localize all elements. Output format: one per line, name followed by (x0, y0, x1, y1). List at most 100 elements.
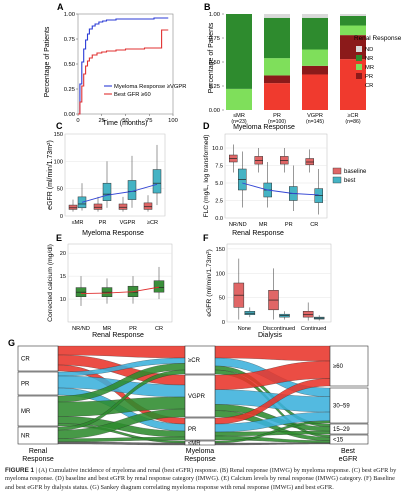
panel-d: D FLC (mg/L, log transformed) Renal Resp… (203, 121, 367, 237)
sankey-right-title: Best eGFR (339, 448, 358, 463)
legend-swatch (356, 46, 362, 52)
legend-label: ND (365, 47, 373, 53)
sankey-mid-node-label: VGPR (188, 394, 206, 400)
x-tick-label: None (238, 326, 251, 332)
legend-title: Renal Response (354, 35, 402, 42)
panel-e-ylabel: Corrected calcium (mg/dl) (47, 244, 54, 322)
sankey-mid-node (184, 440, 216, 446)
legend-swatch (356, 73, 362, 79)
y-tick-label: 0 (60, 214, 63, 220)
sankey-right-node (329, 387, 369, 424)
x-tick-label: 50 (122, 118, 128, 124)
legend-label: PR (365, 74, 373, 80)
trend-line (80, 286, 160, 295)
y-tick-label: 150 (216, 247, 225, 253)
bar-segment-pr (302, 65, 328, 75)
legend-swatch (356, 55, 362, 61)
category-count: (n=86) (345, 119, 360, 125)
y-tick-label: 0.00 (209, 108, 220, 114)
sankey-right-node-label: 30–59 (333, 404, 350, 410)
y-tick-label: 100 (216, 271, 225, 277)
bar-segment-mr (264, 58, 290, 76)
category-label: VGPR (307, 113, 323, 119)
panel-f-plot-area (226, 243, 332, 323)
x-tick-label: MR (103, 326, 112, 332)
panel-e-xlabel: Renal Response (92, 332, 144, 339)
panel-f-ylabel: eGFR (ml/min/1.73m²) (206, 249, 213, 317)
box-best (77, 196, 87, 209)
box-baseline (302, 311, 314, 318)
x-tick-label: 0 (76, 118, 79, 124)
panel-e: E Corrected calcium (mg/dl) Renal Respon… (47, 233, 173, 339)
sankey-mid-node (184, 417, 216, 441)
y-tick-label: 0.50 (209, 60, 220, 66)
box-baseline (118, 203, 128, 210)
y-tick-label: 0.75 (64, 37, 75, 43)
x-tick-label: PR (129, 326, 137, 332)
trend-line (242, 182, 319, 196)
panel-letter-a: A (57, 2, 64, 12)
sankey-mid-node-label: PR (188, 427, 197, 433)
panel-d-xlabel: Renal Response (232, 230, 284, 237)
bar-segment-cr (340, 59, 366, 110)
panel-letter-e: E (56, 233, 62, 243)
legend-swatch (332, 176, 342, 184)
caption-text: (A) Cumulative incidence of myeloma and … (5, 467, 397, 491)
sankey-left-node (17, 426, 59, 445)
bar-segment-cr (302, 74, 328, 110)
x-tick-label: PR (285, 222, 293, 228)
panel-a-ylabel: Percentage of Patients (44, 26, 51, 97)
y-tick-label: 50 (57, 187, 63, 193)
sankey-left-node-label: CR (21, 357, 30, 363)
panel-a: A Percentage of Patients Time (months) 0… (44, 2, 186, 127)
y-tick-label: 0.0 (215, 216, 223, 222)
box-baseline (93, 203, 103, 210)
panel-letter-f: F (203, 233, 209, 243)
y-tick-label: 2.5 (215, 199, 223, 205)
category-label: PR (273, 113, 281, 119)
bar-segment-mr (302, 49, 328, 66)
panel-c-ylabel: eGFR (ml/min/1.73m²) (47, 140, 54, 210)
figure-caption: FIGURE 1 | (A) Cumulative incidence of m… (5, 467, 403, 492)
bar-segment-nr (302, 17, 328, 50)
y-tick-label: 10 (60, 297, 66, 303)
x-tick-label: NR/ND (229, 222, 247, 228)
box-baseline (143, 202, 153, 210)
y-tick-label: 15 (60, 274, 66, 280)
sankey-mid-node (184, 374, 216, 418)
x-tick-label: Continued (301, 326, 327, 332)
panel-c-xlabel: Myeloma Response (82, 230, 144, 237)
panel-f: F eGFR (ml/min/1.73m²) Dialysis 0 50 100 15… (203, 233, 332, 339)
category-count: (n=145) (306, 119, 324, 125)
panel-b: B Percentage of Patients Myeloma Respons… (204, 2, 402, 131)
x-tick-label: ≤MR (72, 220, 84, 226)
y-tick-label: 0.25 (64, 87, 75, 93)
y-tick-label: 20 (60, 251, 66, 257)
sankey-left-title: Renal Response (22, 448, 54, 463)
x-tick-label: ≥CR (147, 220, 158, 226)
category-label: ≥CR (347, 113, 358, 119)
category-count: (n=23) (231, 119, 246, 125)
legend-swatch (332, 167, 342, 175)
y-tick-label: 150 (54, 132, 63, 138)
sankey-right-node (329, 423, 369, 435)
sankey-right-node (329, 345, 369, 387)
bar-segment-nr (340, 15, 366, 26)
panel-f-xlabel: Dialysis (258, 332, 283, 339)
y-tick-label: 7.5 (215, 164, 223, 170)
bar-segment-pr (264, 75, 290, 84)
sankey-link-right (214, 345, 331, 362)
sankey-left-node-label: MR (21, 409, 31, 415)
sankey-mid-title: Myeloma Response (184, 448, 216, 463)
legend-label: MR (365, 65, 374, 71)
category-label: ≤MR (233, 113, 245, 119)
legend-label: best (344, 178, 356, 184)
x-tick-label: Discontinued (263, 326, 295, 332)
sankey-left-node-label: PR (21, 382, 30, 388)
box-best (152, 169, 162, 194)
bar-segment-cr (264, 83, 290, 110)
y-tick-label: 1.00 (209, 12, 220, 18)
y-tick-label: 0.25 (209, 84, 220, 90)
x-tick-label: 25 (99, 118, 105, 124)
bar-segment-nr (226, 14, 252, 89)
